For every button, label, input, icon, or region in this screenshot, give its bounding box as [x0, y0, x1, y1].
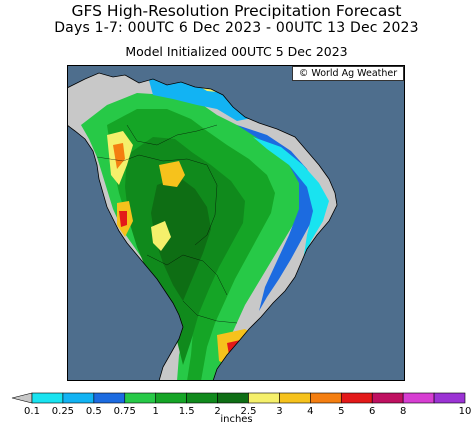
precipitation-map: [67, 65, 405, 381]
legend-tick-label: 8: [400, 406, 406, 417]
rain-band-0-25-north: [147, 73, 257, 121]
rain-band-0-1-east: [253, 137, 329, 261]
legend-swatch: [402, 392, 435, 404]
legend-swatch: [31, 392, 64, 404]
map-frame: [67, 65, 405, 381]
legend-tick-label: 2: [214, 406, 220, 417]
legend-swatch: [371, 392, 404, 404]
legend-tick-label: 0.25: [52, 406, 74, 417]
rain-heavy-central-1: [159, 161, 185, 187]
country-borders: [96, 124, 238, 324]
legend-tick-label: 1.5: [179, 406, 195, 417]
legend-tick-label: 6: [369, 406, 375, 417]
credit-label: © World Ag Weather: [292, 66, 404, 81]
legend-tick-label: 0.1: [24, 406, 40, 417]
map-title: GFS High-Resolution Precipitation Foreca…: [71, 2, 402, 20]
forecast-period: Days 1-7: 00UTC 6 Dec 2023 - 00UTC 13 De…: [54, 20, 419, 36]
legend-tick-label: 10: [459, 406, 472, 417]
legend-tick-label: 4: [307, 406, 313, 417]
legend-tick-label: 3: [276, 406, 282, 417]
legend-tick-label: 0.75: [114, 406, 136, 417]
legend-unit: inches: [220, 414, 253, 425]
legend-tick-label: 0.5: [86, 406, 102, 417]
legend-swatch: [155, 392, 187, 404]
legend-colorbar: 0.1 0.25 0.5 0.75 1 1.5 2 2.5 3 4 5 6 8 10: [11, 392, 472, 417]
legend-tick-label: 1: [153, 406, 159, 417]
legend-below-arrow: [11, 392, 33, 404]
legend-swatch: [93, 392, 126, 404]
rain-heavy-west-2: [113, 143, 125, 169]
legend-swatch: [186, 392, 218, 404]
rain-heavy-west-4: [119, 211, 127, 227]
legend-swatch: [433, 392, 466, 404]
legend-swatch: [248, 392, 280, 404]
legend-swatch: [124, 392, 157, 404]
legend-swatch: [279, 392, 311, 404]
legend-swatch: [62, 392, 95, 404]
legend-swatch: [340, 392, 373, 404]
rain-band-2: [151, 177, 211, 301]
legend-tick-label: 2.5: [241, 406, 257, 417]
legend-swatch: [217, 392, 249, 404]
model-init-time: Model Initialized 00UTC 5 Dec 2023: [125, 44, 348, 59]
legend-tick-label: 5: [338, 406, 344, 417]
rain-heavy-central-2: [151, 221, 171, 251]
legend-swatch: [310, 392, 342, 404]
